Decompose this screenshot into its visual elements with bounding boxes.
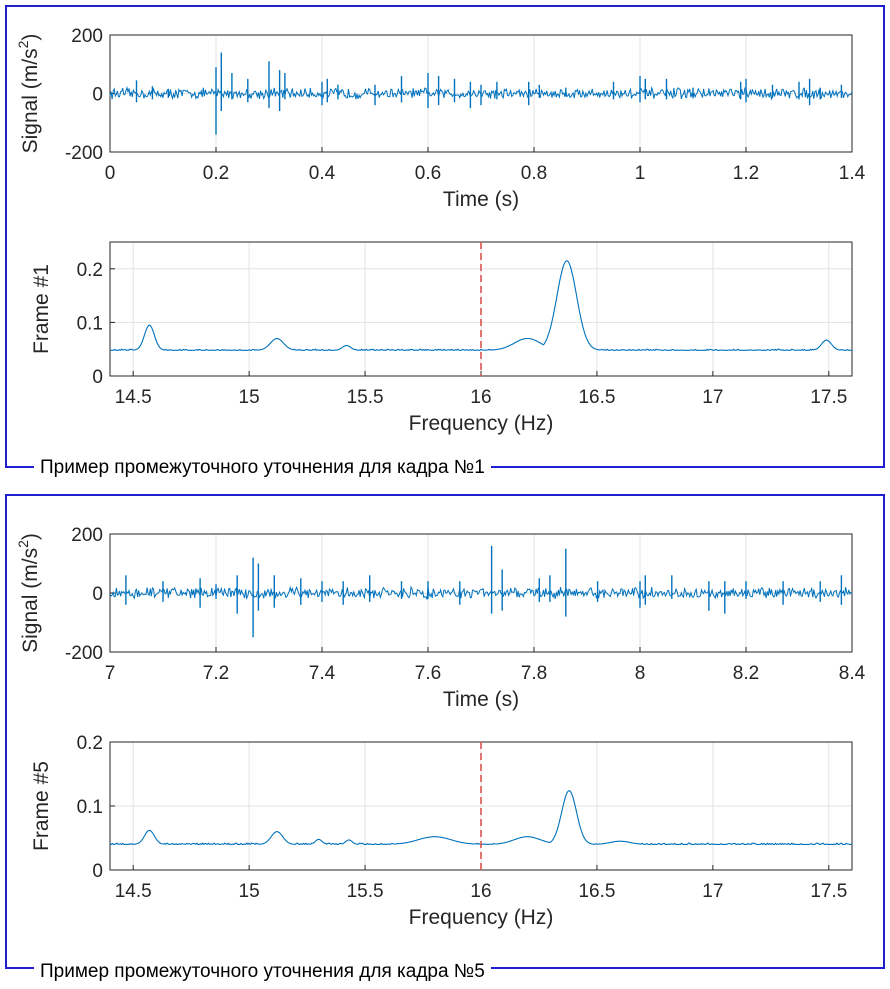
y-tick-label: 0.2 bbox=[77, 733, 103, 754]
x-tick-label: 14.5 bbox=[115, 387, 152, 408]
y-tick-label: 0 bbox=[92, 85, 103, 106]
x-tick-label: 0.4 bbox=[309, 163, 336, 184]
y-tick-label: 0 bbox=[92, 861, 103, 882]
x-tick-label: 7.8 bbox=[521, 663, 547, 684]
y-tick-label: 200 bbox=[71, 525, 103, 546]
spectrum-series bbox=[110, 260, 852, 352]
x-tick-label: 17 bbox=[702, 387, 723, 408]
y-tick-label: 0 bbox=[92, 367, 103, 388]
x-tick-label: 1 bbox=[635, 163, 646, 184]
x-tick-label: 15 bbox=[239, 387, 260, 408]
x-tick-label: 0 bbox=[105, 163, 116, 184]
x-tick-label: 0.6 bbox=[415, 163, 441, 184]
x-axis-label: Time (s) bbox=[443, 188, 519, 211]
x-tick-label: 16 bbox=[470, 881, 491, 902]
y-axis-label: Frame #5 bbox=[30, 761, 53, 851]
x-tick-label: 8.4 bbox=[839, 663, 866, 684]
y-tick-label: 0.1 bbox=[77, 313, 103, 334]
axes-frame bbox=[109, 34, 853, 153]
x-tick-label: 15.5 bbox=[347, 881, 384, 902]
y-axis-label: Signal (m/s2) bbox=[15, 533, 42, 653]
x-tick-label: 14.5 bbox=[115, 881, 152, 902]
x-tick-label: 0.8 bbox=[521, 163, 547, 184]
x-tick-label: 1.2 bbox=[733, 163, 759, 184]
x-tick-label: 8 bbox=[635, 663, 646, 684]
x-tick-label: 17.5 bbox=[810, 387, 847, 408]
signal-chart-frame-5: 7 7.2 7.4 7.6 7.8 8 8.2 8.4 -200 0 200 Time (s) Sign… bbox=[15, 525, 866, 711]
x-tick-label: 0.2 bbox=[203, 163, 229, 184]
x-axis-label: Frequency (Hz) bbox=[409, 906, 554, 929]
x-tick-label: 8.2 bbox=[733, 663, 759, 684]
spectrum-chart-frame-5: 14.5 15 15.5 16 16.5 17 17.5 0 0.1 0.2 Frequency (… bbox=[30, 733, 853, 929]
spectrum-chart-frame-1: 14.5 15 15.5 16 16.5 17 17.5 0 0.1 0.2 Frequency (… bbox=[30, 241, 853, 435]
y-tick-label: 200 bbox=[71, 26, 103, 47]
x-tick-label: 15.5 bbox=[347, 387, 384, 408]
x-tick-label: 7 bbox=[105, 663, 116, 684]
axes-frame bbox=[109, 533, 853, 653]
x-tick-label: 17 bbox=[702, 881, 723, 902]
x-tick-label: 15 bbox=[239, 881, 260, 902]
x-tick-label: 17.5 bbox=[810, 881, 847, 902]
y-axis-label: Signal (m/s2) bbox=[15, 34, 42, 154]
x-tick-label: 16 bbox=[470, 387, 491, 408]
x-tick-label: 7.4 bbox=[309, 663, 336, 684]
x-tick-label: 16.5 bbox=[578, 881, 615, 902]
signal-noise-series bbox=[109, 585, 853, 601]
figure-caption-2: Пример промежуточного уточнения для кадр… bbox=[34, 961, 491, 983]
x-axis-label: Frequency (Hz) bbox=[409, 412, 554, 435]
x-axis-label: Time (s) bbox=[443, 688, 519, 711]
y-tick-label: 0.2 bbox=[77, 260, 103, 281]
x-tick-label: 1.4 bbox=[839, 163, 866, 184]
y-tick-label: -200 bbox=[65, 143, 103, 164]
y-tick-label: -200 bbox=[65, 643, 103, 664]
x-tick-label: 7.2 bbox=[203, 663, 229, 684]
x-tick-label: 7.6 bbox=[415, 663, 441, 684]
y-axis-label: Frame #1 bbox=[30, 264, 53, 354]
y-tick-label: 0.1 bbox=[77, 797, 103, 818]
x-tick-label: 16.5 bbox=[578, 387, 615, 408]
figure-caption-1: Пример промежуточного уточнения для кадр… bbox=[34, 457, 491, 479]
y-tick-label: 0 bbox=[92, 584, 103, 605]
